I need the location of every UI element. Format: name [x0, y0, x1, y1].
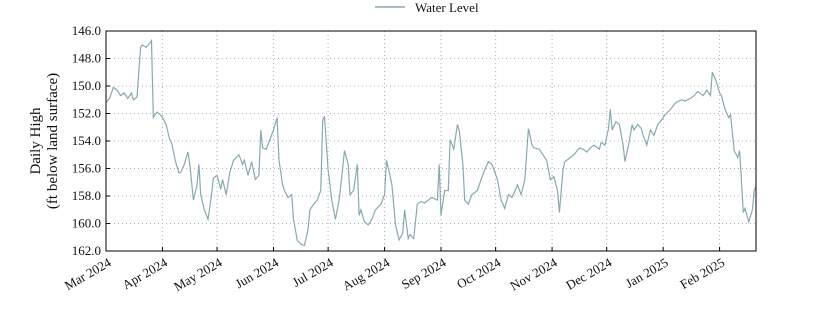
x-tick-label: Apr 2024	[120, 254, 171, 292]
y-tick-label: 162.0	[72, 243, 101, 258]
x-tick-label: Jul 2024	[290, 254, 336, 289]
legend-label: Water Level	[415, 0, 479, 15]
y-tick-label: 148.0	[72, 51, 101, 66]
y-tick-label: 146.0	[72, 23, 101, 38]
x-tick-label: Sep 2024	[399, 254, 449, 292]
y-tick-label: 152.0	[72, 106, 101, 121]
y-tick-label: 156.0	[72, 161, 101, 176]
x-tick-label: Oct 2024	[454, 254, 504, 291]
x-tick-label: Nov 2024	[507, 254, 560, 293]
x-tick-label: Jan 2025	[623, 255, 671, 291]
y-axis-label: (ft below land surface)	[45, 73, 61, 209]
x-tick-label: Dec 2024	[563, 254, 614, 292]
x-tick-label: May 2024	[171, 254, 225, 294]
y-tick-label: 160.0	[72, 216, 101, 231]
data-line	[105, 38, 757, 247]
plot-frame	[105, 30, 757, 252]
y-tick-label: 158.0	[72, 188, 101, 203]
x-tick-label: Mar 2024	[62, 254, 114, 293]
y-tick-label: 154.0	[72, 133, 101, 148]
x-tick-label: Aug 2024	[340, 254, 393, 293]
x-tick-label: Feb 2025	[677, 255, 727, 292]
y-tick-label: 150.0	[72, 78, 101, 93]
y-axis-label: Daily High	[28, 107, 44, 175]
x-tick-label: Jun 2024	[233, 254, 282, 291]
